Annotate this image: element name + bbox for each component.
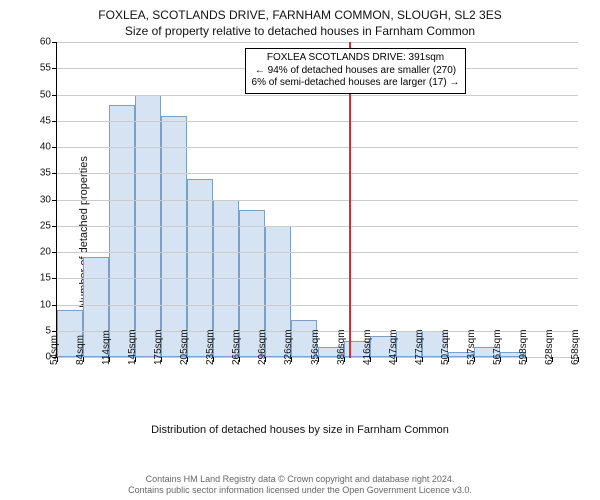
- x-tick-label: 658sqm: [570, 329, 581, 365]
- x-tick-label: 145sqm: [127, 329, 138, 365]
- y-tick-label: 60: [40, 37, 57, 48]
- annotation-line3: 6% of semi-detached houses are larger (1…: [252, 77, 460, 90]
- y-tick-label: 45: [40, 115, 57, 126]
- plot-area: 05101520253035404550556054sqm84sqm114sqm…: [56, 42, 578, 358]
- annotation-line2: ← 94% of detached houses are smaller (27…: [252, 65, 460, 78]
- y-tick-label: 10: [40, 299, 57, 310]
- x-tick-label: 386sqm: [336, 329, 347, 365]
- x-tick-label: 326sqm: [283, 329, 294, 365]
- histogram-bar: [161, 116, 187, 358]
- x-tick-label: 265sqm: [231, 329, 242, 365]
- grid-line: [57, 147, 578, 148]
- x-tick-label: 628sqm: [544, 329, 555, 365]
- y-tick-label: 40: [40, 142, 57, 153]
- grid-line: [57, 226, 578, 227]
- x-tick-label: 235sqm: [205, 329, 216, 365]
- x-tick-label: 537sqm: [466, 329, 477, 365]
- grid-line: [57, 305, 578, 306]
- x-axis-label: Distribution of detached houses by size …: [10, 424, 590, 436]
- x-tick-label: 567sqm: [492, 329, 503, 365]
- annotation-box: FOXLEA SCOTLANDS DRIVE: 391sqm← 94% of d…: [245, 48, 467, 94]
- histogram-bar: [109, 105, 135, 357]
- x-tick-label: 356sqm: [310, 329, 321, 365]
- x-tick-label: 114sqm: [101, 330, 112, 365]
- x-tick-label: 598sqm: [518, 329, 529, 365]
- y-tick-label: 25: [40, 220, 57, 231]
- grid-line: [57, 42, 578, 43]
- grid-line: [57, 278, 578, 279]
- y-tick-label: 35: [40, 168, 57, 179]
- grid-line: [57, 121, 578, 122]
- chart-title-line1: FOXLEA, SCOTLANDS DRIVE, FARNHAM COMMON,…: [10, 8, 590, 22]
- chart-container: FOXLEA, SCOTLANDS DRIVE, FARNHAM COMMON,…: [0, 0, 600, 500]
- annotation-line1: FOXLEA SCOTLANDS DRIVE: 391sqm: [252, 52, 460, 65]
- x-tick-label: 447sqm: [388, 329, 399, 365]
- y-tick-label: 20: [40, 247, 57, 258]
- x-tick-label: 84sqm: [75, 335, 86, 365]
- x-tick-label: 416sqm: [362, 329, 373, 365]
- x-tick-label: 175sqm: [153, 329, 164, 365]
- x-tick-label: 296sqm: [257, 329, 268, 365]
- y-tick-label: 50: [40, 89, 57, 100]
- plot-outer: 05101520253035404550556054sqm84sqm114sqm…: [56, 42, 578, 358]
- footer-line2: Contains public sector information licen…: [0, 485, 600, 496]
- x-tick-label: 507sqm: [440, 329, 451, 365]
- x-tick-label: 205sqm: [179, 329, 190, 365]
- chart-title-line2: Size of property relative to detached ho…: [10, 24, 590, 38]
- grid-line: [57, 173, 578, 174]
- footer-line1: Contains HM Land Registry data © Crown c…: [0, 474, 600, 485]
- x-tick-label: 54sqm: [49, 335, 60, 365]
- grid-line: [57, 200, 578, 201]
- grid-line: [57, 252, 578, 253]
- chart-zone: Number of detached properties 0510152025…: [10, 42, 590, 422]
- footer: Contains HM Land Registry data © Crown c…: [0, 474, 600, 496]
- grid-line: [57, 95, 578, 96]
- x-tick-label: 477sqm: [414, 329, 425, 365]
- y-tick-label: 55: [40, 63, 57, 74]
- y-tick-label: 30: [40, 194, 57, 205]
- y-tick-label: 15: [40, 273, 57, 284]
